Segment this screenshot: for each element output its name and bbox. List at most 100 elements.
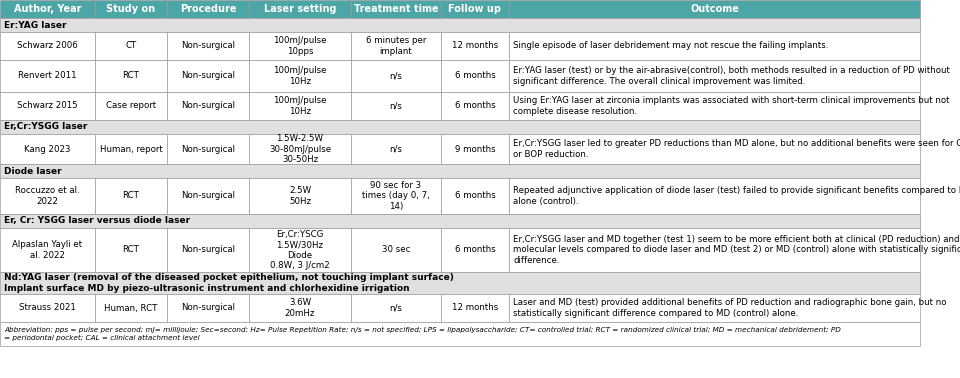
Bar	[0, 32, 95, 60]
Text: Non-surgical: Non-surgical	[181, 42, 235, 51]
Bar	[0, 294, 95, 322]
Text: 12 months: 12 months	[452, 42, 498, 51]
Text: RCT: RCT	[123, 71, 139, 81]
Text: RCT: RCT	[123, 245, 139, 254]
Bar	[249, 228, 351, 272]
Bar	[0, 18, 920, 32]
Bar	[95, 134, 167, 164]
Bar	[509, 294, 920, 322]
Bar	[509, 178, 920, 214]
Bar	[249, 294, 351, 322]
Bar	[351, 0, 441, 18]
Text: Author, Year: Author, Year	[13, 4, 82, 14]
Bar	[249, 32, 351, 60]
Text: 1.5W-2.5W
30-80mJ/pulse
30-50Hz: 1.5W-2.5W 30-80mJ/pulse 30-50Hz	[269, 134, 331, 164]
Text: Er,Cr:YSGG laser led to greater PD reductions than MD alone, but no additional b: Er,Cr:YSGG laser led to greater PD reduc…	[513, 139, 960, 159]
Bar	[441, 92, 509, 120]
Bar	[167, 92, 249, 120]
Bar	[509, 60, 920, 92]
Text: Er:YAG laser (test) or by the air-abrasive(control), both methods resulted in a : Er:YAG laser (test) or by the air-abrasi…	[513, 66, 949, 86]
Text: n/s: n/s	[390, 144, 402, 153]
Text: Er,Cr:YSGG laser: Er,Cr:YSGG laser	[4, 122, 87, 132]
Bar	[0, 134, 95, 164]
Text: 12 months: 12 months	[452, 304, 498, 313]
Text: 6 months: 6 months	[455, 192, 495, 200]
Text: CT: CT	[126, 42, 136, 51]
Text: Follow up: Follow up	[448, 4, 501, 14]
Text: Procedure: Procedure	[180, 4, 236, 14]
Text: 2.5W
50Hz: 2.5W 50Hz	[289, 186, 311, 206]
Bar	[0, 120, 920, 134]
Text: 90 sec for 3
times (day 0, 7,
14): 90 sec for 3 times (day 0, 7, 14)	[362, 181, 430, 211]
Text: Non-surgical: Non-surgical	[181, 71, 235, 81]
Text: Schwarz 2015: Schwarz 2015	[17, 102, 78, 110]
Text: Human, RCT: Human, RCT	[105, 304, 157, 313]
Text: 100mJ/pulse
10pps: 100mJ/pulse 10pps	[274, 36, 326, 56]
Text: Roccuzzo et al.
2022: Roccuzzo et al. 2022	[15, 186, 80, 206]
Text: Alpaslan Yayli et
al. 2022: Alpaslan Yayli et al. 2022	[12, 240, 83, 260]
Bar	[95, 294, 167, 322]
Bar	[249, 134, 351, 164]
Text: Human, report: Human, report	[100, 144, 162, 153]
Text: Non-surgical: Non-surgical	[181, 304, 235, 313]
Bar	[167, 60, 249, 92]
Bar	[351, 178, 441, 214]
Text: 100mJ/pulse
10Hz: 100mJ/pulse 10Hz	[274, 66, 326, 86]
Text: Repeated adjunctive application of diode laser (test) failed to provide signific: Repeated adjunctive application of diode…	[513, 186, 960, 206]
Bar	[249, 0, 351, 18]
Bar	[351, 92, 441, 120]
Text: Er,Cr:YSCG
1.5W/30Hz
Diode
0.8W, 3 J/cm2: Er,Cr:YSCG 1.5W/30Hz Diode 0.8W, 3 J/cm2	[270, 230, 330, 270]
Bar	[95, 60, 167, 92]
Bar	[0, 272, 920, 294]
Text: Non-surgical: Non-surgical	[181, 245, 235, 254]
Text: Non-surgical: Non-surgical	[181, 192, 235, 200]
Bar	[441, 134, 509, 164]
Bar	[167, 0, 249, 18]
Text: 9 months: 9 months	[455, 144, 495, 153]
Text: Strauss 2021: Strauss 2021	[19, 304, 76, 313]
Text: Abbreviation: pps = pulse per second; mJ= millijoule; Sec=second: Hz= Pulse Repe: Abbreviation: pps = pulse per second; mJ…	[4, 327, 841, 341]
Text: Nd:YAG laser (removal of the diseased pocket epithelium, not touching implant su: Nd:YAG laser (removal of the diseased po…	[4, 273, 454, 293]
Text: Er:YAG laser: Er:YAG laser	[4, 20, 66, 29]
Text: Renvert 2011: Renvert 2011	[18, 71, 77, 81]
Bar	[441, 178, 509, 214]
Text: 3.6W
20mHz: 3.6W 20mHz	[285, 298, 315, 318]
Bar	[95, 92, 167, 120]
Bar	[351, 134, 441, 164]
Bar	[167, 228, 249, 272]
Text: 6 months: 6 months	[455, 102, 495, 110]
Bar	[509, 228, 920, 272]
Text: Single episode of laser debridement may not rescue the failing implants.: Single episode of laser debridement may …	[513, 42, 828, 51]
Text: Case report: Case report	[106, 102, 156, 110]
Text: Kang 2023: Kang 2023	[24, 144, 71, 153]
Text: 6 months: 6 months	[455, 245, 495, 254]
Text: 6 months: 6 months	[455, 71, 495, 81]
Text: RCT: RCT	[123, 192, 139, 200]
Text: n/s: n/s	[390, 304, 402, 313]
Text: 100mJ/pulse
10Hz: 100mJ/pulse 10Hz	[274, 96, 326, 116]
Bar	[0, 0, 95, 18]
Text: 6 minutes per
implant: 6 minutes per implant	[366, 36, 426, 56]
Bar	[351, 228, 441, 272]
Bar	[441, 60, 509, 92]
Bar	[441, 0, 509, 18]
Bar	[0, 92, 95, 120]
Bar	[167, 294, 249, 322]
Text: Laser and MD (test) provided additional benefits of PD reduction and radiographi: Laser and MD (test) provided additional …	[513, 298, 947, 318]
Bar	[249, 92, 351, 120]
Bar	[441, 294, 509, 322]
Bar	[95, 228, 167, 272]
Bar	[95, 32, 167, 60]
Bar	[351, 60, 441, 92]
Text: Using Er:YAG laser at zirconia implants was associated with short-term clinical : Using Er:YAG laser at zirconia implants …	[513, 96, 949, 116]
Bar	[509, 32, 920, 60]
Bar	[249, 60, 351, 92]
Bar	[167, 178, 249, 214]
Bar	[509, 0, 920, 18]
Bar	[0, 164, 920, 178]
Bar	[167, 32, 249, 60]
Text: Non-surgical: Non-surgical	[181, 102, 235, 110]
Bar	[441, 228, 509, 272]
Bar	[95, 0, 167, 18]
Text: n/s: n/s	[390, 71, 402, 81]
